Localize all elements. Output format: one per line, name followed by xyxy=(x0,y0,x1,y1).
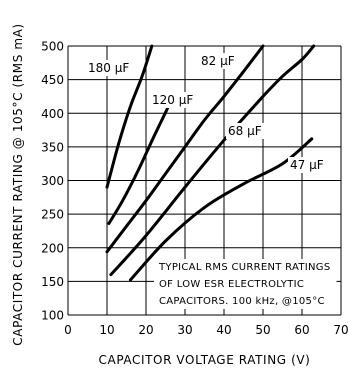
series-label-120uf: 120 µF xyxy=(152,93,193,107)
x-tick-label: 0 xyxy=(64,323,72,337)
y-tick-label: 500 xyxy=(41,40,64,54)
x-axis-title: CAPACITOR VOLTAGE RATING (V) xyxy=(99,353,311,367)
series-label-68uf: 68 µF xyxy=(228,124,262,138)
y-tick-label: 300 xyxy=(41,174,64,188)
series-label-47uf: 47 µF xyxy=(290,158,324,172)
y-tick-label: 250 xyxy=(41,208,64,222)
x-tick-label: 20 xyxy=(138,323,153,337)
series-label-bg-82uf xyxy=(199,53,237,69)
series-180uf xyxy=(105,44,154,189)
series-label-bg-180uf xyxy=(86,60,132,76)
tick-labels: 0 10 20 30 40 50 60 70 100 150 200 250 300 350 400 450 5… xyxy=(41,40,348,338)
series-120uf xyxy=(107,107,169,225)
note-line-1: TYPICAL RMS CURRENT RATINGS xyxy=(158,262,331,273)
x-tick-label: 40 xyxy=(216,323,231,337)
series-47uf xyxy=(128,137,314,282)
x-tick-label: 50 xyxy=(255,323,270,337)
x-tick-label: 60 xyxy=(294,323,309,337)
y-tick-label: 200 xyxy=(41,241,64,255)
x-tick-label: 10 xyxy=(99,323,114,337)
y-axis-title: CAPACITOR CURRENT RATING @ 105°C (RMS mA… xyxy=(11,23,25,345)
series-label-82uf: 82 µF xyxy=(201,54,235,68)
series-label-bg-120uf xyxy=(150,92,196,108)
y-tick-label: 100 xyxy=(41,309,64,323)
curves xyxy=(105,44,316,282)
series-label-bg-47uf xyxy=(288,157,326,173)
y-tick-label: 350 xyxy=(41,140,64,154)
x-tick-label: 70 xyxy=(333,323,348,337)
x-tick-label: 30 xyxy=(177,323,192,337)
series-label-180uf: 180 µF xyxy=(88,61,129,75)
y-tick-label: 400 xyxy=(41,107,64,121)
note-background xyxy=(154,259,337,309)
note-line-3: CAPACITORS. 100 kHz, @105°C xyxy=(159,296,325,307)
y-tick-label: 450 xyxy=(41,73,64,87)
series-label-bg-68uf xyxy=(226,123,264,139)
series-68uf xyxy=(109,44,316,277)
y-tick-label: 150 xyxy=(41,275,64,289)
note-line-2: OF LOW ESR ELECTROLYTIC xyxy=(159,279,304,290)
series-82uf xyxy=(105,44,265,254)
